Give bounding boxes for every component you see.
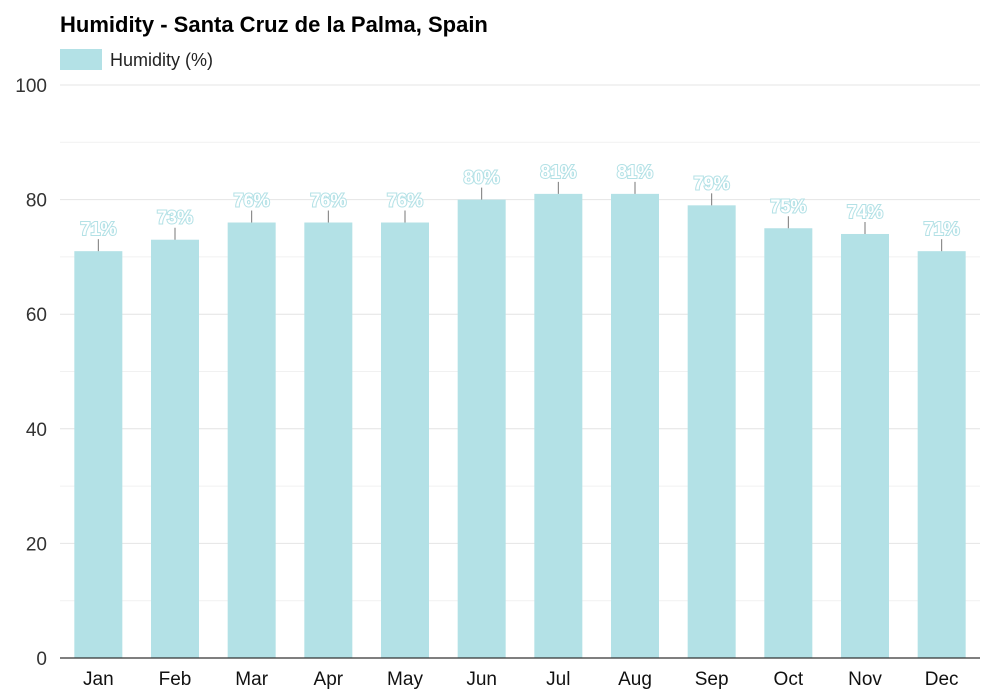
chart-title: Humidity - Santa Cruz de la Palma, Spain [60, 12, 488, 37]
data-label: 71% [924, 219, 960, 239]
data-label: 74% [847, 202, 883, 222]
legend: Humidity (%) [60, 49, 213, 70]
x-axis-ticks: Jan Feb Mar Apr May Jun Jul Aug Sep Oct Nov Dec [83, 669, 959, 690]
data-label: 81% [617, 162, 653, 182]
data-label: 76% [310, 191, 346, 211]
bar [917, 251, 966, 659]
gridlines [60, 84, 980, 602]
data-label: 73% [157, 208, 193, 228]
x-tick-label: Jan [83, 669, 114, 690]
bar [764, 228, 813, 658]
bar [74, 251, 123, 659]
data-label: 80% [464, 168, 500, 188]
legend-swatch [60, 49, 102, 70]
bar [151, 239, 199, 658]
x-tick-label: Jul [546, 669, 570, 690]
y-tick-label: 80 [26, 191, 47, 212]
bar [611, 193, 659, 658]
x-tick-label: May [387, 669, 423, 690]
x-tick-label: Nov [848, 669, 882, 690]
y-tick-label: 40 [26, 420, 47, 441]
bar [304, 222, 353, 658]
data-label: 81% [540, 162, 576, 182]
bar [457, 199, 506, 658]
x-tick-label: Mar [235, 669, 268, 690]
data-label: 76% [234, 191, 270, 211]
data-label: 71% [80, 219, 116, 239]
x-tick-label: Sep [695, 669, 729, 690]
y-tick-label: 60 [26, 305, 47, 326]
bar [687, 205, 736, 658]
legend-label: Humidity (%) [110, 50, 213, 70]
bar [381, 222, 429, 658]
y-tick-label: 20 [26, 534, 47, 555]
x-tick-label: Jun [466, 669, 497, 690]
bar [534, 193, 583, 658]
x-tick-label: Apr [314, 669, 344, 690]
x-tick-label: Feb [159, 669, 192, 690]
bar [841, 233, 889, 659]
bar [227, 222, 276, 658]
x-tick-label: Aug [618, 669, 652, 690]
data-labels: 71% 73% 76% 76% 76% 80% 81% 81% 79% 75% 74% 71% [79, 161, 961, 252]
x-tick-label: Dec [925, 669, 959, 690]
bars [74, 193, 966, 659]
data-label: 76% [387, 191, 423, 211]
data-label: 79% [694, 173, 730, 193]
y-axis-ticks: 0 20 40 60 80 100 [15, 76, 47, 670]
y-tick-label: 0 [36, 649, 47, 670]
data-label: 75% [770, 196, 806, 216]
x-tick-label: Oct [774, 669, 804, 690]
y-tick-label: 100 [15, 76, 47, 97]
